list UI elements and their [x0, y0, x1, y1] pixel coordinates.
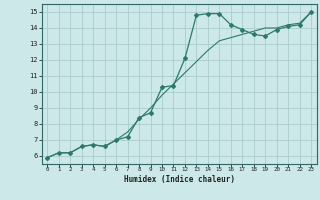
X-axis label: Humidex (Indice chaleur): Humidex (Indice chaleur)	[124, 175, 235, 184]
